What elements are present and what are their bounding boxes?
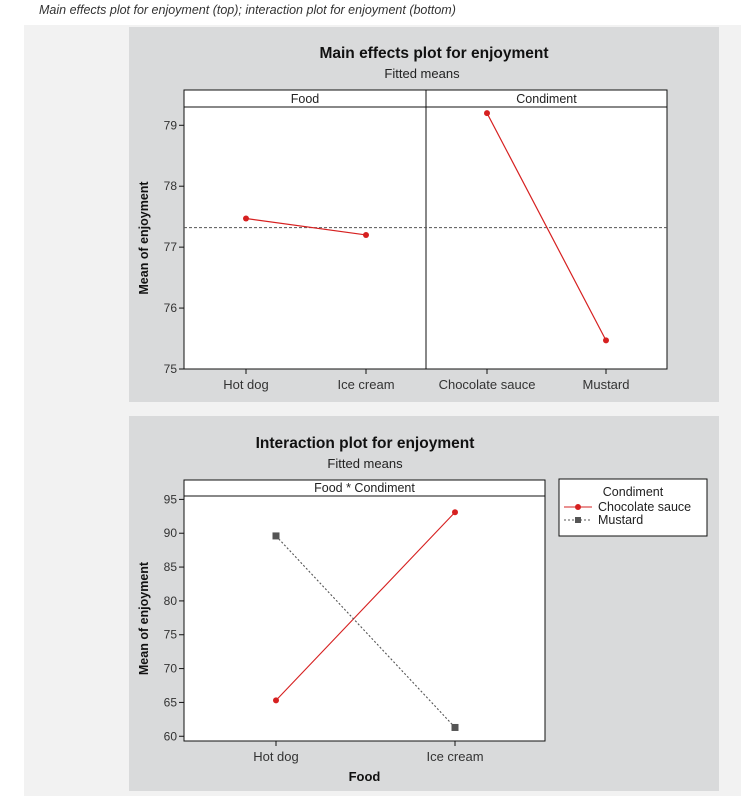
main-effects-point xyxy=(484,110,490,117)
main-effects-xtick-label: Mustard xyxy=(583,377,630,392)
interaction-ylabel: Mean of enjoyment xyxy=(137,561,151,675)
interaction-ytick-label: 90 xyxy=(164,526,178,540)
interaction-series-line xyxy=(275,511,456,701)
main-effects-ylabel: Mean of enjoyment xyxy=(137,181,151,295)
interaction-ytick-label: 95 xyxy=(164,492,178,506)
main-effects-title: Main effects plot for enjoyment xyxy=(319,45,548,62)
interaction-plot-area xyxy=(183,479,546,742)
interaction-ytick-label: 60 xyxy=(164,729,178,743)
main-effects-ytick-label: 76 xyxy=(164,301,178,315)
main-effects-strip-label: Food xyxy=(291,92,320,106)
main-effects-ytick-label: 77 xyxy=(164,240,178,254)
main-effects-point xyxy=(603,337,609,344)
main-effects-xtick-label: Chocolate sauce xyxy=(439,377,536,392)
main-effects-ytick-label: 78 xyxy=(164,179,178,193)
main-effects-series-line xyxy=(486,112,607,341)
interaction-title: Interaction plot for enjoyment xyxy=(256,435,475,452)
interaction-point xyxy=(272,532,280,540)
interaction-xtick-label: Ice cream xyxy=(426,749,483,764)
interaction-ytick-label: 80 xyxy=(164,594,178,608)
main-effects-subtitle: Fitted means xyxy=(384,66,460,81)
interaction-point xyxy=(451,723,459,731)
main-effects-series-line xyxy=(245,217,367,236)
main-effects-point xyxy=(243,215,249,222)
main-effects-strip-label: Condiment xyxy=(516,92,577,106)
interaction-point xyxy=(273,697,279,704)
interaction-point xyxy=(452,509,458,516)
main-effects-ytick-label: 75 xyxy=(164,362,178,376)
main-effects-xtick-label: Ice cream xyxy=(337,377,394,392)
interaction-legend-label: Chocolate sauce xyxy=(598,500,691,514)
interaction-legend-title: Condiment xyxy=(603,485,664,499)
main-effects-xtick-label: Hot dog xyxy=(223,377,269,392)
interaction-ytick-label: 70 xyxy=(164,662,178,676)
interaction-xtick-label: Hot dog xyxy=(253,749,299,764)
interaction-legend-label: Mustard xyxy=(598,513,643,527)
interaction-ytick-label: 85 xyxy=(164,560,178,574)
main-effects-ytick-label: 79 xyxy=(164,118,178,132)
figure-area: Main effects plot for enjoyment Fitted me… xyxy=(24,25,741,796)
main-effects-point xyxy=(363,231,369,238)
interaction-legend-marker xyxy=(575,504,581,510)
interaction-strip-label: Food * Condiment xyxy=(314,481,415,495)
interaction-xlabel: Food xyxy=(349,769,381,784)
interaction-legend-marker xyxy=(575,517,581,523)
interaction-ytick-label: 75 xyxy=(164,628,178,642)
interaction-ytick-label: 65 xyxy=(164,695,178,709)
interaction-subtitle: Fitted means xyxy=(327,456,403,471)
figure-caption: Main effects plot for enjoyment (top); i… xyxy=(39,3,456,17)
charts-svg: Main effects plot for enjoyment Fitted me… xyxy=(129,27,719,791)
